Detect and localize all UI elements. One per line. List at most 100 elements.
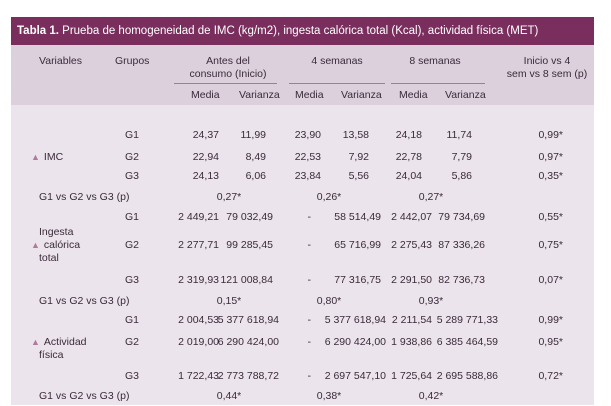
header-underline-4sem	[289, 83, 385, 84]
table-title-text: Prueba de homogeneidad de IMC (kg/m2), i…	[58, 25, 539, 37]
table-figure: Tabla 1. Prueba de homogeneidad de IMC (…	[11, 17, 594, 405]
comparison-value: 0,27*	[418, 191, 444, 203]
header-inicio-line1: Inicio vs 4	[523, 55, 571, 67]
table-cell: 0,99*	[538, 314, 563, 326]
table-cell: 79 032,49	[226, 211, 273, 223]
table-cell: 2 319,93	[178, 274, 219, 286]
table-cell: 0,35*	[538, 170, 563, 182]
table-cell: 24,13	[192, 170, 219, 182]
table-cell: 79 734,69	[438, 211, 485, 223]
actividad-label-line1: ▲ Actividad	[31, 336, 87, 349]
table-cell: 6 290 424,00	[217, 336, 279, 348]
table-cell: 22,78	[395, 151, 422, 163]
table-cell: 5 377 618,94	[324, 314, 386, 326]
table-cell: 2 277,71	[178, 239, 219, 251]
comparison-value: 0,42*	[418, 390, 444, 402]
triangle-icon: ▲	[31, 337, 40, 347]
table-cell: 0,07*	[538, 274, 563, 286]
table-cell: 11,74	[446, 129, 473, 141]
table-cell: 0,95*	[538, 336, 563, 348]
table-cell: 23,84	[294, 170, 321, 182]
table-cell: 2 019,00	[178, 336, 219, 348]
header-8-semanas: 8 semanas	[409, 55, 461, 67]
comparison-value: 0,15*	[216, 295, 242, 307]
table-cell: 1 725,64	[391, 370, 432, 382]
header-varianza-4sem: Varianza	[341, 89, 382, 101]
table-cell: 11,99	[240, 129, 267, 141]
table-title-number: Tabla 1.	[17, 25, 59, 37]
table-cell: 2 695 588,86	[436, 370, 498, 382]
table-cell: 24,37	[192, 129, 219, 141]
table-cell: 1 938,86	[391, 336, 432, 348]
header-variables: Variables	[39, 55, 82, 67]
header-grupos: Grupos	[115, 55, 150, 67]
table-cell: -	[307, 336, 312, 348]
table-cell: 7,92	[348, 151, 369, 163]
table-cell: 99 285,45	[226, 239, 273, 251]
table-row-group: G1	[125, 314, 140, 326]
imc-label: ▲ IMC	[31, 151, 63, 164]
table-cell: 13,58	[342, 129, 369, 141]
comparison-value: 0,26*	[316, 191, 342, 203]
table-cell: 77 316,75	[334, 274, 381, 286]
table-cell: 0,99*	[538, 129, 563, 141]
table-cell: 0,75*	[538, 239, 563, 251]
ingesta-label-line3: total	[39, 252, 59, 264]
header-antes-line1: Antes del	[206, 55, 250, 67]
table-cell: 5,56	[348, 170, 369, 182]
table-cell: -	[307, 211, 312, 223]
table-row-group: G2	[125, 336, 140, 348]
table-row-group: G1	[125, 129, 140, 141]
table-cell: 6 385 464,59	[436, 336, 498, 348]
header-media-8sem: Media	[399, 89, 428, 101]
header-media-antes: Media	[191, 89, 220, 101]
comparison-label: G1 vs G2 vs G3 (p)	[39, 191, 130, 203]
comparison-value: 0,27*	[216, 191, 242, 203]
table-cell: 6,06	[245, 170, 266, 182]
table-cell: -	[307, 370, 312, 382]
table-cell: 5 289 771,33	[436, 314, 498, 326]
table-cell: 2 004,53	[178, 314, 219, 326]
header-underline-8sem	[391, 83, 485, 84]
table-cell: 23,90	[294, 129, 321, 141]
table-cell: 8,49	[245, 151, 266, 163]
table-cell: 2 275,43	[391, 239, 432, 251]
data-table: Variables Grupos Antes del consumo (Inic…	[11, 45, 594, 405]
header-antes-line2: consumo (Inicio)	[189, 68, 267, 80]
table-cell: 121 008,84	[220, 274, 273, 286]
table-cell: 2 442,07	[391, 211, 432, 223]
table-cell: 2 449,21	[178, 211, 219, 223]
table-cell: 0,55*	[538, 211, 563, 223]
table-row-group: G1	[125, 211, 140, 223]
header-varianza-8sem: Varianza	[445, 89, 486, 101]
table-header: Variables Grupos Antes del consumo (Inic…	[11, 45, 594, 105]
table-cell: 5 377 618,94	[217, 314, 279, 326]
triangle-icon: ▲	[31, 240, 40, 250]
ingesta-label-text: calórica	[43, 239, 81, 251]
table-cell: 2 291,50	[391, 274, 432, 286]
table-cell: 65 716,99	[334, 239, 381, 251]
comparison-value: 0,38*	[316, 390, 342, 402]
ingesta-label-line2: ▲ calórica	[31, 239, 80, 252]
table-cell: 7,79	[451, 151, 472, 163]
comparison-value: 0,44*	[216, 390, 242, 402]
table-cell: 0,97*	[538, 151, 563, 163]
table-cell: 0,72*	[538, 370, 563, 382]
table-cell: 22,94	[192, 151, 219, 163]
actividad-label-line2: física	[39, 349, 64, 361]
header-inicio-line2: sem vs 8 sem (p)	[506, 68, 588, 80]
table-cell: 22,53	[294, 151, 321, 163]
table-cell: -	[307, 274, 312, 286]
header-underline-antes	[174, 83, 277, 84]
triangle-icon: ▲	[31, 152, 40, 162]
header-4-semanas: 4 semanas	[311, 55, 363, 67]
header-media-4sem: Media	[295, 89, 324, 101]
table-row-group: G3	[125, 370, 140, 382]
ingesta-label-line1: Ingesta	[39, 226, 74, 238]
table-cell: 87 336,26	[438, 239, 485, 251]
table-cell: 24,04	[395, 170, 422, 182]
table-cell: 2 773 788,72	[217, 370, 279, 382]
comparison-label: G1 vs G2 vs G3 (p)	[39, 295, 130, 307]
table-cell: 58 514,49	[334, 211, 381, 223]
table-cell: 2 211,54	[391, 314, 432, 326]
